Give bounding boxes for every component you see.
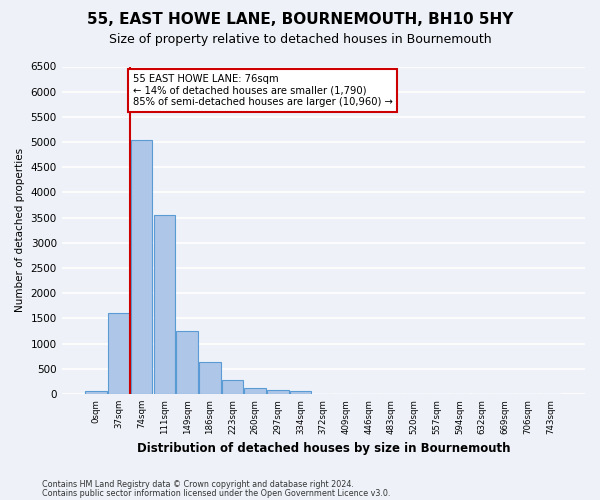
Bar [108,314,130,394]
Bar [131,140,152,394]
Text: Contains public sector information licensed under the Open Government Licence v3: Contains public sector information licen… [42,488,391,498]
Bar [244,388,266,394]
Text: Size of property relative to detached houses in Bournemouth: Size of property relative to detached ho… [109,32,491,46]
Bar [176,331,198,394]
Y-axis label: Number of detached properties: Number of detached properties [15,148,25,312]
Bar [154,214,175,394]
Bar [222,380,243,394]
Text: Contains HM Land Registry data © Crown copyright and database right 2024.: Contains HM Land Registry data © Crown c… [42,480,354,489]
Bar [267,390,289,394]
Text: 55 EAST HOWE LANE: 76sqm
← 14% of detached houses are smaller (1,790)
85% of sem: 55 EAST HOWE LANE: 76sqm ← 14% of detach… [133,74,392,108]
X-axis label: Distribution of detached houses by size in Bournemouth: Distribution of detached houses by size … [137,442,510,455]
Bar [199,362,221,394]
Text: 55, EAST HOWE LANE, BOURNEMOUTH, BH10 5HY: 55, EAST HOWE LANE, BOURNEMOUTH, BH10 5H… [87,12,513,28]
Bar [290,392,311,394]
Bar [85,391,107,394]
